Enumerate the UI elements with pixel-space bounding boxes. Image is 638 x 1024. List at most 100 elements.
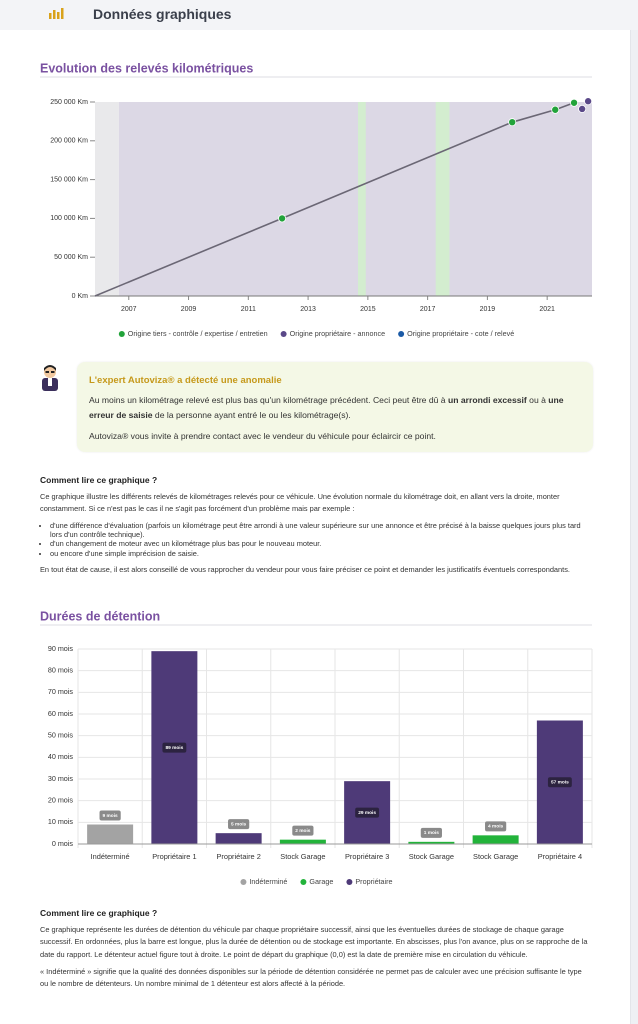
x-tick-label: 2009 bbox=[181, 306, 197, 313]
value-label: 9 mois bbox=[103, 813, 119, 819]
value-label: 57 mois bbox=[551, 780, 569, 786]
bar bbox=[279, 839, 326, 844]
value-label-box bbox=[547, 777, 572, 788]
y-tick-label: 70 mois bbox=[48, 687, 74, 696]
value-label-box bbox=[420, 827, 442, 838]
expert-paragraph: Au moins un kilométrage relevé est plus … bbox=[89, 393, 581, 423]
reading-notes: Comment lire ce graphique ? Ce graphique… bbox=[40, 474, 592, 581]
header: Données graphiques bbox=[0, 0, 638, 30]
reading-point bbox=[578, 104, 587, 113]
bar bbox=[215, 833, 262, 844]
legend-marker bbox=[280, 331, 287, 337]
expert-box: L'expert Autoviza® a détecté une anomali… bbox=[77, 362, 593, 452]
x-tick-label: Propriétaire 2 bbox=[216, 852, 260, 861]
value-label-box bbox=[292, 825, 314, 836]
chart-title: Evolution des relevés kilométriques bbox=[40, 61, 253, 75]
bold-text: un arrondi excessif bbox=[447, 395, 527, 405]
legend-marker bbox=[240, 879, 247, 885]
chart-title: Durées de détention bbox=[40, 609, 160, 623]
y-tick-label: 90 mois bbox=[48, 644, 74, 653]
value-label: 89 mois bbox=[165, 745, 183, 751]
value-label: 2 mois bbox=[295, 828, 311, 834]
notes-heading: Comment lire ce graphique ? bbox=[40, 908, 158, 918]
legend-label: Origine tiers - contrôle / expertise / e… bbox=[128, 329, 268, 338]
notes-bullet: ou encore d'une simple imprécision de sa… bbox=[50, 549, 592, 558]
x-tick-label: Propriétaire 1 bbox=[152, 852, 196, 861]
legend-marker bbox=[118, 331, 125, 337]
y-tick-label: 80 mois bbox=[48, 666, 74, 675]
x-tick-label: 2007 bbox=[121, 306, 137, 313]
period-band bbox=[118, 102, 592, 296]
expert-title: L'expert Autoviza® a détecté une anomali… bbox=[89, 375, 282, 386]
value-label: 5 mois bbox=[231, 821, 247, 827]
legend-marker bbox=[300, 879, 307, 885]
y-tick-label: 250 000 Km bbox=[50, 99, 88, 106]
notes-paragraph: Ce graphique illustre les différents rel… bbox=[40, 492, 560, 514]
notes-bullet: d'une différence d'évaluation (parfois u… bbox=[50, 521, 592, 540]
header-icon bbox=[49, 8, 64, 19]
bold-text: une erreur de saisie bbox=[89, 395, 564, 420]
notes-heading: Comment lire ce graphique ? bbox=[40, 475, 158, 485]
reading-point bbox=[278, 214, 287, 223]
bar bbox=[472, 835, 519, 844]
legend-label: Indéterminé bbox=[249, 877, 287, 886]
text: ou à bbox=[526, 395, 549, 405]
x-tick-label: Stock Garage bbox=[409, 852, 454, 861]
period-band bbox=[435, 102, 450, 296]
y-tick-label: 0 Km bbox=[72, 293, 89, 300]
value-label-box bbox=[355, 807, 380, 818]
value-label: 1 mois bbox=[424, 830, 440, 836]
legend-marker bbox=[398, 331, 405, 337]
x-tick-label: 2019 bbox=[480, 306, 496, 313]
y-tick-label: 100 000 Km bbox=[50, 215, 88, 222]
legend-marker bbox=[346, 879, 353, 885]
notes-paragraph: En tout état de cause, il est alors cons… bbox=[40, 565, 570, 575]
expert-paragraph: Autoviza® vous invite à prendre contact … bbox=[89, 431, 436, 441]
legend-label: Garage bbox=[309, 877, 333, 886]
notes-list: d'une différence d'évaluation (parfois u… bbox=[40, 521, 592, 559]
y-tick-label: 30 mois bbox=[48, 774, 74, 783]
x-tick-label: 2011 bbox=[241, 306, 256, 313]
value-label-box bbox=[99, 810, 121, 821]
reading-notes: Comment lire ce graphique ? Ce graphique… bbox=[40, 907, 592, 995]
x-tick-label: Stock Garage bbox=[280, 852, 325, 861]
period-band bbox=[357, 102, 366, 296]
x-tick-label: Indéterminé bbox=[91, 852, 130, 861]
expert-avatar bbox=[42, 365, 58, 391]
reading-point bbox=[570, 98, 579, 107]
value-label-box bbox=[228, 819, 250, 830]
y-tick-label: 50 000 Km bbox=[54, 254, 88, 261]
y-tick-label: 50 mois bbox=[48, 731, 74, 740]
reading-point bbox=[508, 118, 517, 127]
period-band bbox=[95, 102, 119, 296]
y-tick-label: 20 mois bbox=[48, 796, 74, 805]
reading-point bbox=[584, 97, 593, 106]
x-tick-label: 2015 bbox=[360, 306, 376, 313]
y-tick-label: 10 mois bbox=[48, 817, 74, 826]
notes-paragraph: Ce graphique représente les durées de dé… bbox=[40, 925, 588, 959]
text: de la personne ayant entré le ou les kil… bbox=[152, 410, 351, 420]
text: Au moins un kilométrage relevé est plus … bbox=[89, 395, 448, 405]
y-tick-label: 0 mois bbox=[52, 839, 74, 848]
x-tick-label: 2021 bbox=[539, 306, 555, 313]
x-tick-label: Propriétaire 3 bbox=[345, 852, 389, 861]
reading-point bbox=[551, 105, 560, 114]
value-label: 29 mois bbox=[358, 810, 376, 816]
legend-label: Propriétaire bbox=[355, 877, 392, 886]
legend-label: Origine propriétaire - cote / relevé bbox=[407, 329, 514, 338]
bar bbox=[408, 841, 455, 844]
header-title: Données graphiques bbox=[93, 6, 232, 22]
legend-label: Origine propriétaire - annonce bbox=[290, 329, 386, 338]
notes-paragraph: « Indéterminé » signifie que la qualité … bbox=[40, 966, 582, 989]
value-label-box bbox=[162, 742, 187, 753]
x-tick-label: 2017 bbox=[420, 306, 436, 313]
x-tick-label: Propriétaire 4 bbox=[538, 852, 582, 861]
y-tick-label: 150 000 Km bbox=[50, 176, 88, 183]
value-label-box bbox=[485, 821, 507, 832]
bar bbox=[87, 824, 134, 844]
y-tick-label: 200 000 Km bbox=[50, 138, 88, 145]
y-tick-label: 40 mois bbox=[48, 752, 74, 761]
